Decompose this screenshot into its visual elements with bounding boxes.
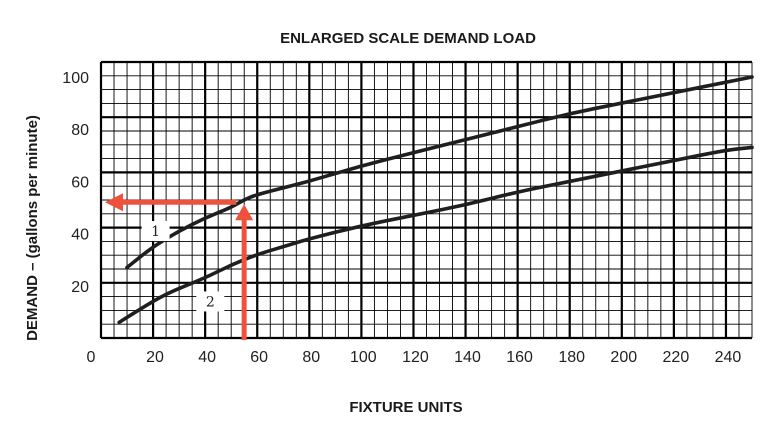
curve-label-box [141, 220, 170, 241]
y-axis-label: DEMAND – (gallons per minute) [24, 115, 41, 341]
y-tick-label: 40 [71, 227, 89, 244]
annotation-arrows [105, 193, 254, 340]
curve-label-1: 1 [151, 224, 160, 240]
curve-1 [125, 75, 754, 270]
grid-minor [101, 62, 753, 338]
x-tick-label: 0 [87, 349, 96, 366]
x-tick-label: 20 [146, 349, 164, 366]
curve-label-2: 2 [206, 294, 215, 310]
x-tick-labels: 0 20 40 60 80 100 120 140 160 180 200 220 240 [87, 349, 742, 366]
x-tick-label: 180 [558, 349, 585, 366]
x-axis-label: FIXTURE UNITS [349, 399, 462, 416]
x-tick-label: 120 [402, 349, 429, 366]
x-tick-label: 240 [715, 349, 742, 366]
grid-major [99, 60, 752, 340]
x-tick-label: 100 [350, 349, 377, 366]
curve-2 [117, 145, 754, 325]
x-tick-label: 220 [663, 349, 690, 366]
x-tick-label: 40 [198, 349, 216, 366]
y-tick-label: 60 [71, 174, 89, 191]
x-tick-label: 60 [250, 349, 268, 366]
x-tick-label: 80 [302, 349, 320, 366]
y-tick-label: 80 [71, 122, 89, 139]
curve-label-box [196, 291, 225, 312]
x-tick-label: 200 [610, 349, 637, 366]
y-tick-label: 20 [71, 279, 89, 296]
arrow-vertical-head [235, 204, 254, 221]
x-tick-label: 160 [506, 349, 533, 366]
y-tick-label: 100 [62, 70, 89, 87]
curve-labels: 12 [141, 220, 225, 312]
curves [117, 75, 754, 325]
y-tick-labels: 20 40 60 80 100 [62, 70, 89, 296]
x-tick-label: 140 [454, 349, 481, 366]
chart-title: ENLARGED SCALE DEMAND LOAD [280, 30, 536, 47]
arrow-horizontal-head [105, 193, 123, 212]
